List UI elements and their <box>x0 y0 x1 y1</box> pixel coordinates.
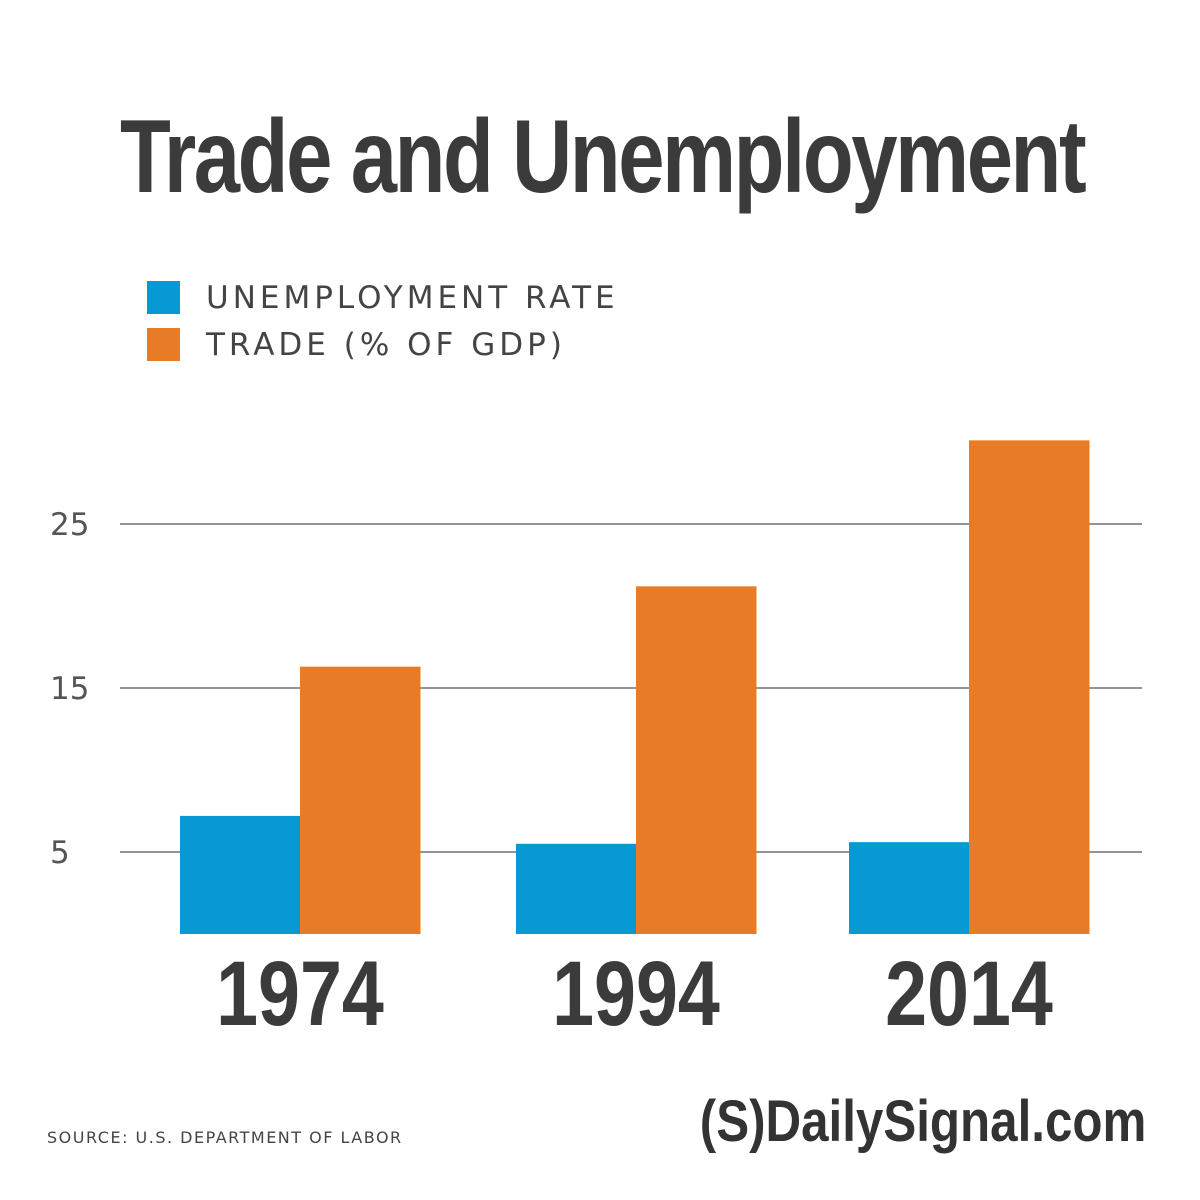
legend-item-trade: TRADE (% OF GDP) <box>147 321 619 368</box>
x-tick-label: 2014 <box>885 942 1053 1045</box>
legend-swatch-unemployment <box>147 281 180 314</box>
x-tick-label: 1994 <box>552 942 720 1045</box>
legend: UNEMPLOYMENT RATE TRADE (% OF GDP) <box>147 274 619 368</box>
brand-logo: (S)DailySignal.com <box>699 1089 1146 1154</box>
bar-unemployment <box>180 815 301 934</box>
legend-label-unemployment: UNEMPLOYMENT RATE <box>206 279 619 316</box>
bar-trade <box>636 586 757 934</box>
x-tick-label: 1974 <box>216 942 384 1045</box>
legend-label-trade: TRADE (% OF GDP) <box>206 326 566 363</box>
bar-unemployment <box>849 842 970 934</box>
legend-swatch-trade <box>147 328 180 361</box>
bar-trade <box>969 440 1090 934</box>
y-tick-label: 15 <box>50 671 89 707</box>
y-tick-label: 5 <box>50 835 70 871</box>
chart-title: Trade and Unemployment <box>120 99 1087 215</box>
bar-unemployment <box>516 843 637 934</box>
bar-trade <box>300 666 421 934</box>
y-tick-label: 25 <box>50 507 89 543</box>
source-note: SOURCE: U.S. DEPARTMENT OF LABOR <box>47 1128 403 1147</box>
legend-item-unemployment: UNEMPLOYMENT RATE <box>147 274 619 321</box>
